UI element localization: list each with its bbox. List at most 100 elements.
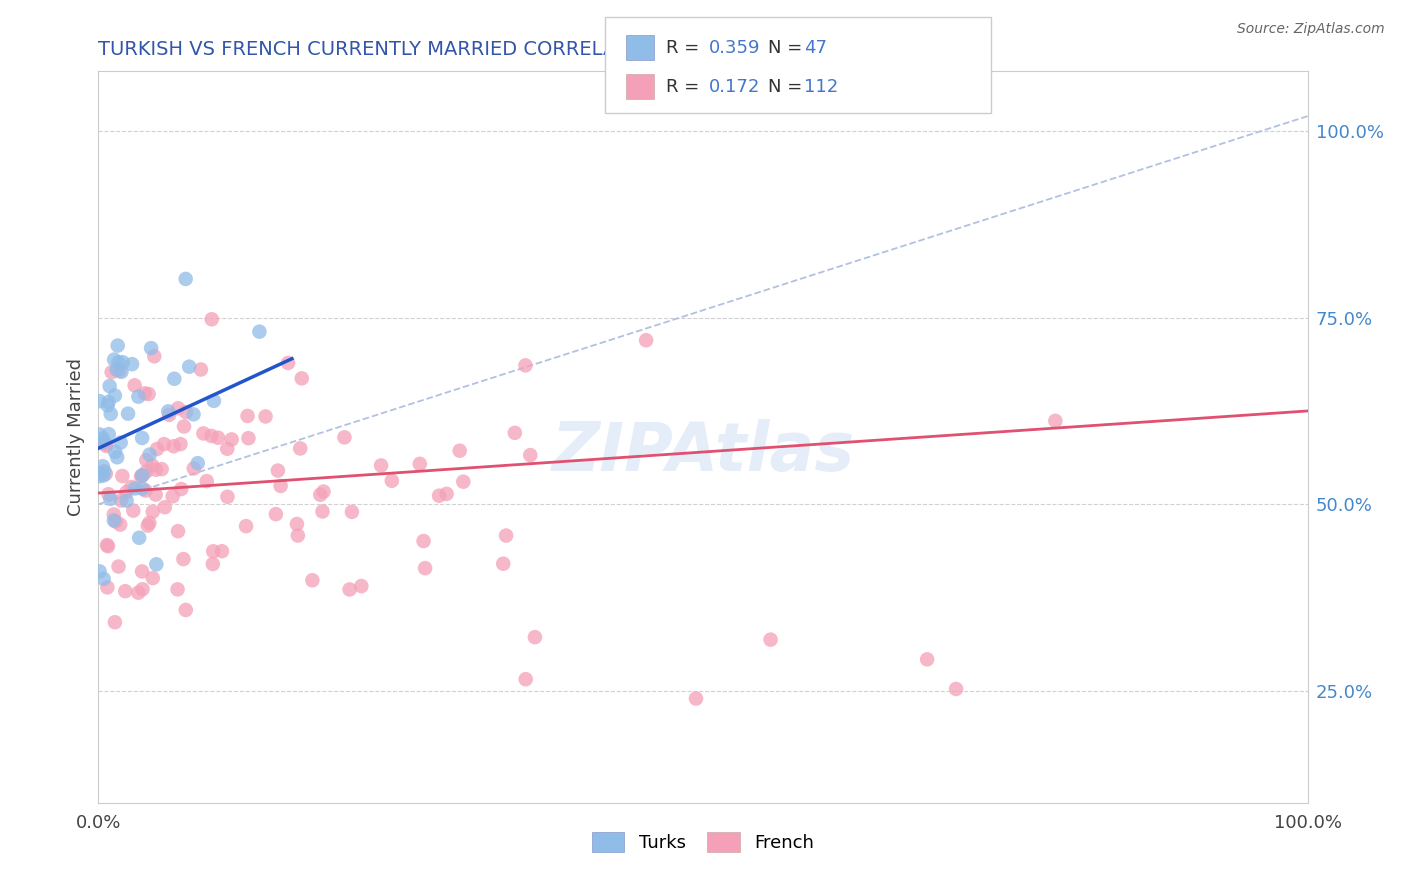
Point <box>127 585 149 599</box>
Text: ZIPAtlas: ZIPAtlas <box>551 418 855 484</box>
Point <box>183 408 205 422</box>
Point <box>131 468 153 483</box>
Point <box>153 437 176 451</box>
Point <box>173 419 195 434</box>
Point <box>107 355 129 369</box>
Point <box>169 437 191 451</box>
Point <box>93 468 115 483</box>
Point <box>267 464 290 478</box>
Point <box>413 561 436 575</box>
Point <box>97 427 120 442</box>
Point <box>167 524 190 539</box>
Point <box>91 459 114 474</box>
Point <box>97 487 120 501</box>
Point <box>142 505 165 519</box>
Point <box>381 474 404 488</box>
Point <box>492 557 515 571</box>
Point <box>436 487 458 501</box>
Point <box>100 491 122 506</box>
Point <box>264 507 287 521</box>
Point <box>202 393 225 408</box>
Point <box>103 352 125 367</box>
Point <box>104 515 127 529</box>
Point <box>89 469 111 483</box>
Point <box>519 448 541 462</box>
Point <box>179 359 201 374</box>
Point <box>129 469 152 483</box>
Point <box>96 439 118 453</box>
Point <box>270 479 292 493</box>
Point <box>120 480 142 494</box>
Point <box>207 431 229 445</box>
Point <box>131 431 153 445</box>
Point <box>100 365 122 379</box>
Point <box>97 399 120 413</box>
Text: R =: R = <box>666 78 711 96</box>
Point <box>143 349 166 363</box>
Point <box>131 482 153 496</box>
Point <box>105 362 128 376</box>
Point <box>138 516 160 530</box>
Point <box>134 483 156 498</box>
Point <box>685 691 707 706</box>
Text: 112: 112 <box>804 78 838 96</box>
Point <box>162 489 184 503</box>
Point <box>515 672 537 686</box>
Point <box>190 362 212 376</box>
Point <box>150 462 173 476</box>
Point <box>201 557 224 571</box>
Point <box>166 582 188 597</box>
Point <box>91 431 114 445</box>
Point <box>254 409 277 424</box>
Point <box>235 519 257 533</box>
Point <box>350 579 373 593</box>
Point <box>108 517 131 532</box>
Point <box>94 467 117 481</box>
Point <box>96 581 118 595</box>
Point <box>309 488 332 502</box>
Point <box>97 395 120 409</box>
Point <box>183 461 205 475</box>
Point <box>97 539 120 553</box>
Point <box>107 338 129 352</box>
Text: 0.172: 0.172 <box>709 78 761 96</box>
Point <box>412 534 434 549</box>
Point <box>136 518 159 533</box>
Point <box>174 603 197 617</box>
Point <box>104 445 127 459</box>
Point <box>201 312 224 326</box>
Point <box>163 372 186 386</box>
Point <box>187 456 209 470</box>
Point <box>172 552 194 566</box>
Point <box>145 558 167 572</box>
Point <box>104 615 127 630</box>
Point <box>636 333 658 347</box>
Point <box>134 386 156 401</box>
Text: N =: N = <box>768 38 807 56</box>
Point <box>217 442 239 456</box>
Text: N =: N = <box>768 78 807 96</box>
Point <box>163 439 186 453</box>
Point <box>370 458 392 473</box>
Point <box>142 571 165 585</box>
Point <box>121 357 143 371</box>
Point <box>193 426 215 441</box>
Point <box>1045 414 1067 428</box>
Point <box>153 500 176 515</box>
Point <box>131 582 153 597</box>
Point <box>236 409 259 423</box>
Point <box>495 528 517 542</box>
Point <box>105 450 128 465</box>
Point <box>108 364 131 378</box>
Point <box>453 475 475 489</box>
Point <box>211 544 233 558</box>
Point <box>301 574 323 588</box>
Point <box>139 341 162 355</box>
Point <box>89 427 111 442</box>
Point <box>96 538 118 552</box>
Point <box>945 681 967 696</box>
Point <box>238 431 260 445</box>
Point <box>138 448 160 462</box>
Point <box>138 387 160 401</box>
Point <box>221 433 243 447</box>
